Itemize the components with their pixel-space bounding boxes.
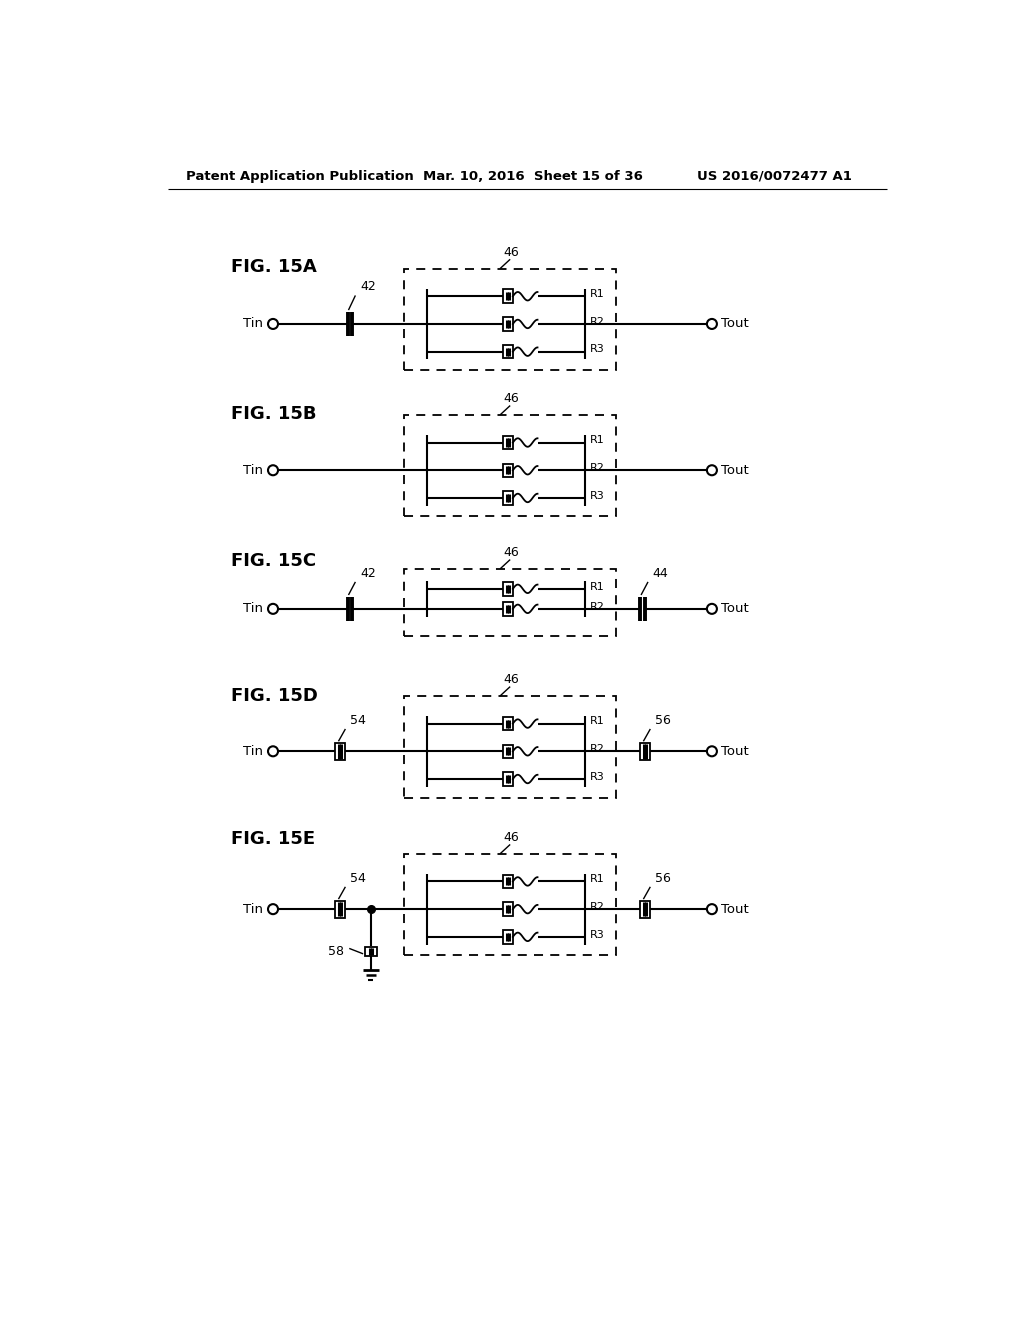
Text: 44: 44 [652,566,669,579]
Text: Tin: Tin [243,602,263,615]
Text: 46: 46 [504,246,519,259]
Bar [503,436,513,449]
Text: Tout: Tout [721,744,749,758]
Text: R2: R2 [590,463,604,473]
Bar [503,772,513,785]
Text: 54: 54 [350,871,366,884]
Bar [640,900,649,917]
Text: Tin: Tin [243,744,263,758]
Text: R3: R3 [590,345,604,354]
Bar [503,289,513,304]
Text: FIG. 15E: FIG. 15E [230,829,314,847]
Text: FIG. 15C: FIG. 15C [230,552,315,570]
Bar [503,744,513,758]
Bar [503,491,513,504]
Text: 46: 46 [504,830,519,843]
Bar [403,268,615,370]
Text: R1: R1 [590,289,604,298]
Bar [403,414,615,516]
Bar [503,875,513,888]
Text: R1: R1 [590,582,604,591]
Text: Tin: Tin [243,317,263,330]
Bar [503,345,513,359]
Text: R3: R3 [590,772,604,781]
Bar [336,743,345,760]
Text: Mar. 10, 2016  Sheet 15 of 36: Mar. 10, 2016 Sheet 15 of 36 [423,170,643,183]
Bar [503,582,513,595]
Text: Patent Application Publication: Patent Application Publication [186,170,414,183]
Text: Tout: Tout [721,903,749,916]
Text: R2: R2 [590,902,604,912]
Text: 46: 46 [504,545,519,558]
Text: Tin: Tin [243,903,263,916]
Text: FIG. 15A: FIG. 15A [230,259,316,276]
Bar [365,948,377,956]
Text: 54: 54 [350,714,366,726]
Text: FIG. 15B: FIG. 15B [230,404,316,422]
Text: FIG. 15D: FIG. 15D [230,688,317,705]
Text: R3: R3 [590,929,604,940]
Bar [403,854,615,956]
Bar [503,931,513,944]
Text: Tout: Tout [721,602,749,615]
Text: US 2016/0072477 A1: US 2016/0072477 A1 [696,170,851,183]
Text: 58: 58 [328,945,344,958]
Bar [640,743,649,760]
Text: Tin: Tin [243,463,263,477]
Text: R3: R3 [590,491,604,500]
Bar [336,900,345,917]
Text: 56: 56 [655,714,671,726]
Text: 46: 46 [504,673,519,686]
Bar [503,317,513,331]
Text: 56: 56 [655,871,671,884]
Bar [503,463,513,477]
Text: R2: R2 [590,602,604,611]
Bar [503,717,513,730]
Text: 42: 42 [360,566,376,579]
Bar [403,696,615,797]
Bar [503,602,513,615]
Text: R1: R1 [590,436,604,445]
Text: R1: R1 [590,717,604,726]
Text: R1: R1 [590,874,604,884]
Bar [403,569,615,636]
Text: 42: 42 [360,280,376,293]
Text: R2: R2 [590,744,604,754]
Text: Tout: Tout [721,317,749,330]
Text: 46: 46 [504,392,519,405]
Text: R2: R2 [590,317,604,326]
Text: Tout: Tout [721,463,749,477]
Bar [503,903,513,916]
